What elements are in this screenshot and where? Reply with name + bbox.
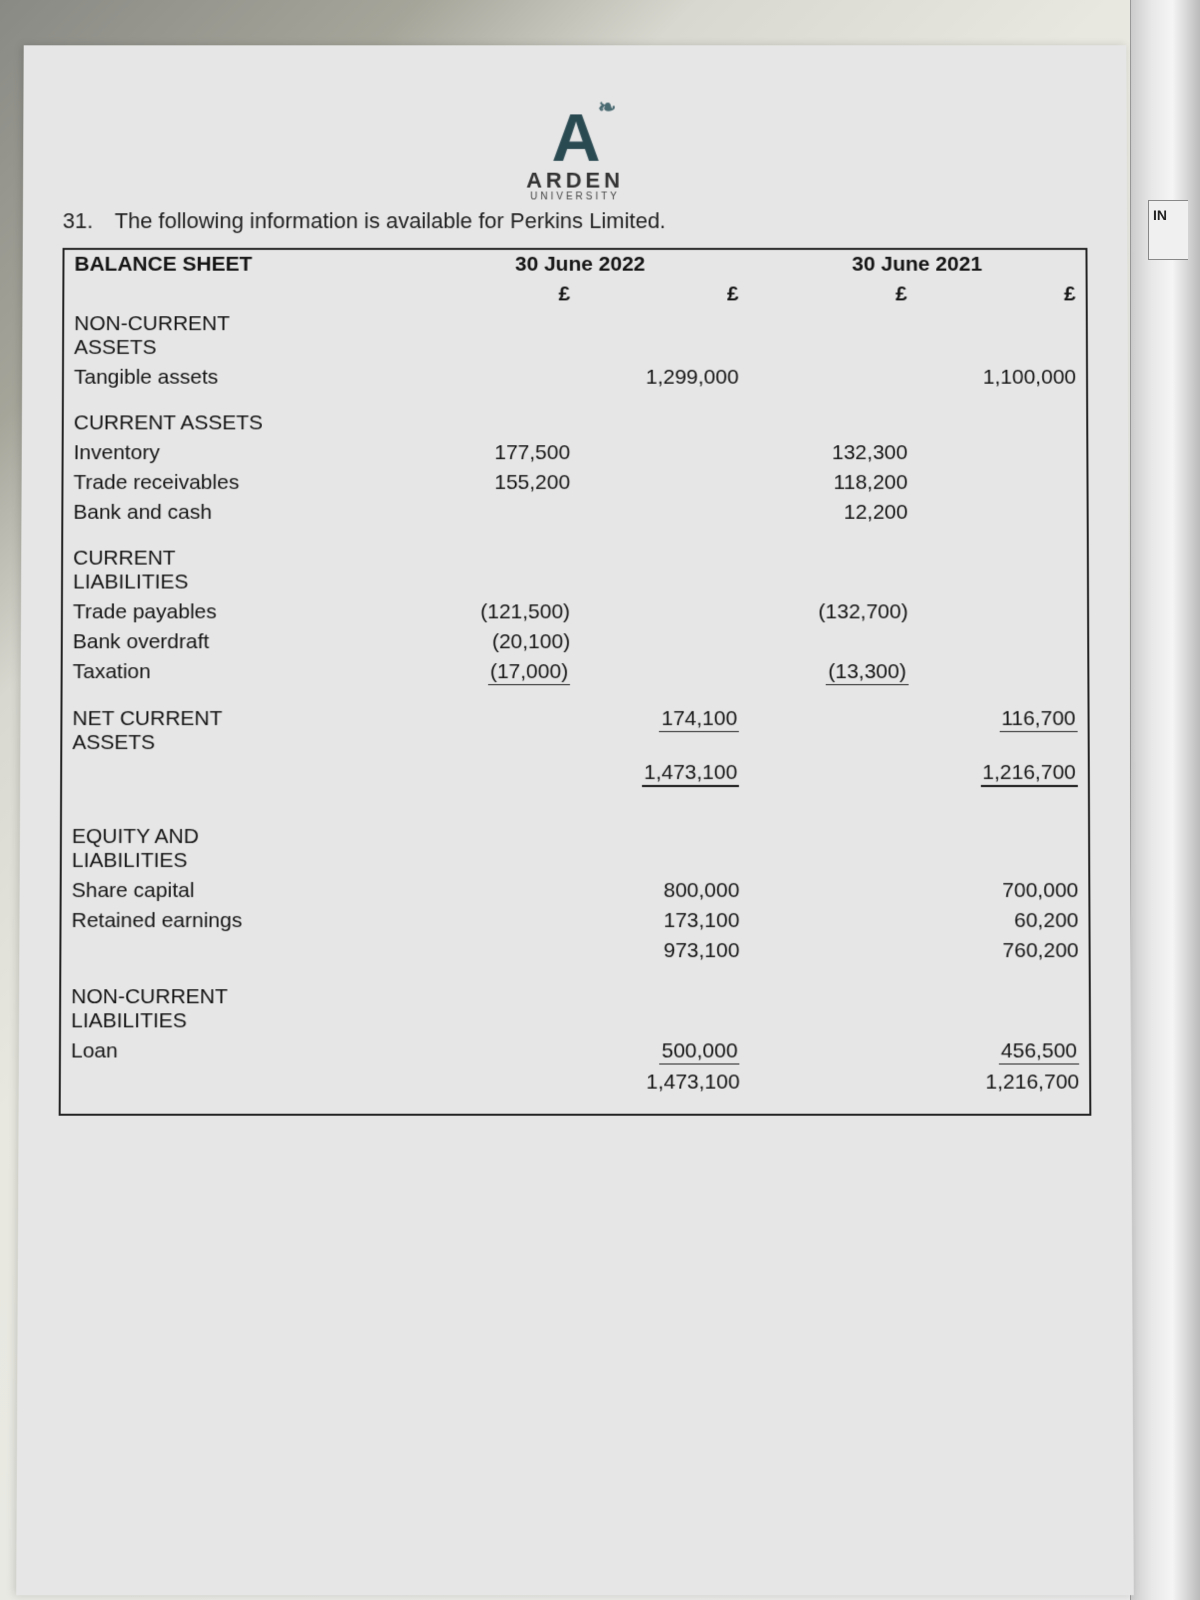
currency-header: £ [580,280,749,310]
question-line: 31. The following information is availab… [63,208,1088,234]
row-label: Inventory [64,438,412,468]
table-row: EQUITY ANDLIABILITIES [62,822,1089,876]
cell-value: 700,000 [919,876,1089,906]
cell-value: 173,100 [580,906,749,936]
cell-value: 1,216,700 [919,1068,1089,1098]
section-heading: NET CURRENTASSETS [62,704,411,758]
cell-value: 500,000 [580,1036,750,1067]
row-label: Tangible assets [64,363,412,393]
cell-value: 155,200 [411,468,580,498]
table-row: Bank overdraft (20,100) [63,627,1088,657]
table-row: Trade payables (121,500) (132,700) [63,597,1087,627]
cell-value: 800,000 [580,876,749,906]
cell-value: (121,500) [411,597,580,627]
question-text: The following information is available f… [115,208,666,233]
table-row: 973,100 760,200 [61,936,1088,966]
table-row: CURRENT ASSETS [64,409,1087,439]
cell-value: 760,200 [919,936,1089,966]
cell-value: 116,700 [918,704,1087,758]
currency-header: £ [412,280,581,310]
table-row: Trade receivables 155,200 118,200 [63,468,1086,498]
logo-letter: A❧ [552,105,599,172]
balance-sheet-frame: BALANCE SHEET 30 June 2022 30 June 2021 … [59,248,1092,1116]
currency-header: £ [749,280,918,310]
cell-value: 177,500 [411,438,580,468]
section-heading: NON-CURRENTLIABILITIES [61,982,411,1036]
cell-value: (132,700) [749,597,918,627]
table-row: 1,473,100 1,216,700 [61,1068,1090,1098]
row-label: Loan [61,1036,411,1067]
row-label: Share capital [62,876,411,906]
page-curl: IN [1130,0,1200,1600]
table-row: Bank and cash 12,200 [63,498,1086,528]
balance-sheet-table: BALANCE SHEET 30 June 2022 30 June 2021 … [61,250,1090,1114]
cell-value: 174,100 [580,704,749,758]
question-number: 31. [63,208,94,233]
section-heading: CURRENT ASSETS [64,409,412,439]
cell-value: 1,100,000 [917,363,1086,393]
table-row: £ £ £ £ [64,280,1085,310]
cell-value: 1,473,100 [580,758,749,790]
table-row: Taxation (17,000) (13,300) [63,657,1088,688]
table-row: 1,473,100 1,216,700 [62,758,1088,790]
section-heading: EQUITY ANDLIABILITIES [62,822,411,876]
cell-value: (13,300) [749,657,918,688]
cell-value: (17,000) [411,657,580,688]
document-page: A❧ ARDEN UNIVERSITY 31. The following in… [16,45,1134,1595]
cell-value: 12,200 [749,498,918,528]
row-label: Trade receivables [63,468,411,498]
table-title: BALANCE SHEET [64,250,411,280]
leaf-icon: ❧ [598,97,614,119]
side-tab: IN [1148,200,1188,260]
table-row: Tangible assets 1,299,000 1,100,000 [64,363,1086,393]
table-row: BALANCE SHEET 30 June 2022 30 June 2021 [64,250,1085,280]
cell-value: 60,200 [919,906,1089,936]
section-heading: CURRENTLIABILITIES [63,544,411,598]
cell-value [749,627,918,657]
period-2-header: 30 June 2021 [749,250,1086,280]
row-label: Bank overdraft [63,627,411,657]
row-label: Trade payables [63,597,411,627]
table-row: NET CURRENTASSETS 174,100 116,700 [62,704,1087,758]
table-row: Retained earnings 173,100 60,200 [61,906,1088,936]
row-label: Bank and cash [63,498,411,528]
currency-header: £ [917,280,1086,310]
table-row: NON-CURRENTASSETS [64,309,1086,363]
logo-block: A❧ ARDEN UNIVERSITY [63,105,1087,203]
cell-value: 1,299,000 [580,363,749,393]
cell-value: 973,100 [580,936,750,966]
cell-value: (20,100) [411,627,580,657]
table-row: Loan 500,000 456,500 [61,1036,1089,1067]
logo-subtitle: UNIVERSITY [63,192,1087,203]
row-label: Taxation [63,657,412,688]
table-row: NON-CURRENTLIABILITIES [61,982,1089,1036]
cell-value: 132,300 [749,438,918,468]
cell-value: 1,216,700 [919,758,1088,790]
cell-value: 118,200 [749,468,918,498]
table-row: Inventory 177,500 132,300 [64,438,1087,468]
table-row: Share capital 800,000 700,000 [62,876,1089,906]
cell-value [411,498,580,528]
cell-value: 1,473,100 [580,1068,750,1098]
row-label: Retained earnings [61,906,410,936]
period-1-header: 30 June 2022 [412,250,749,280]
cell-value: 456,500 [919,1036,1089,1067]
section-heading: NON-CURRENTASSETS [64,309,412,363]
table-row: CURRENTLIABILITIES [63,544,1087,598]
